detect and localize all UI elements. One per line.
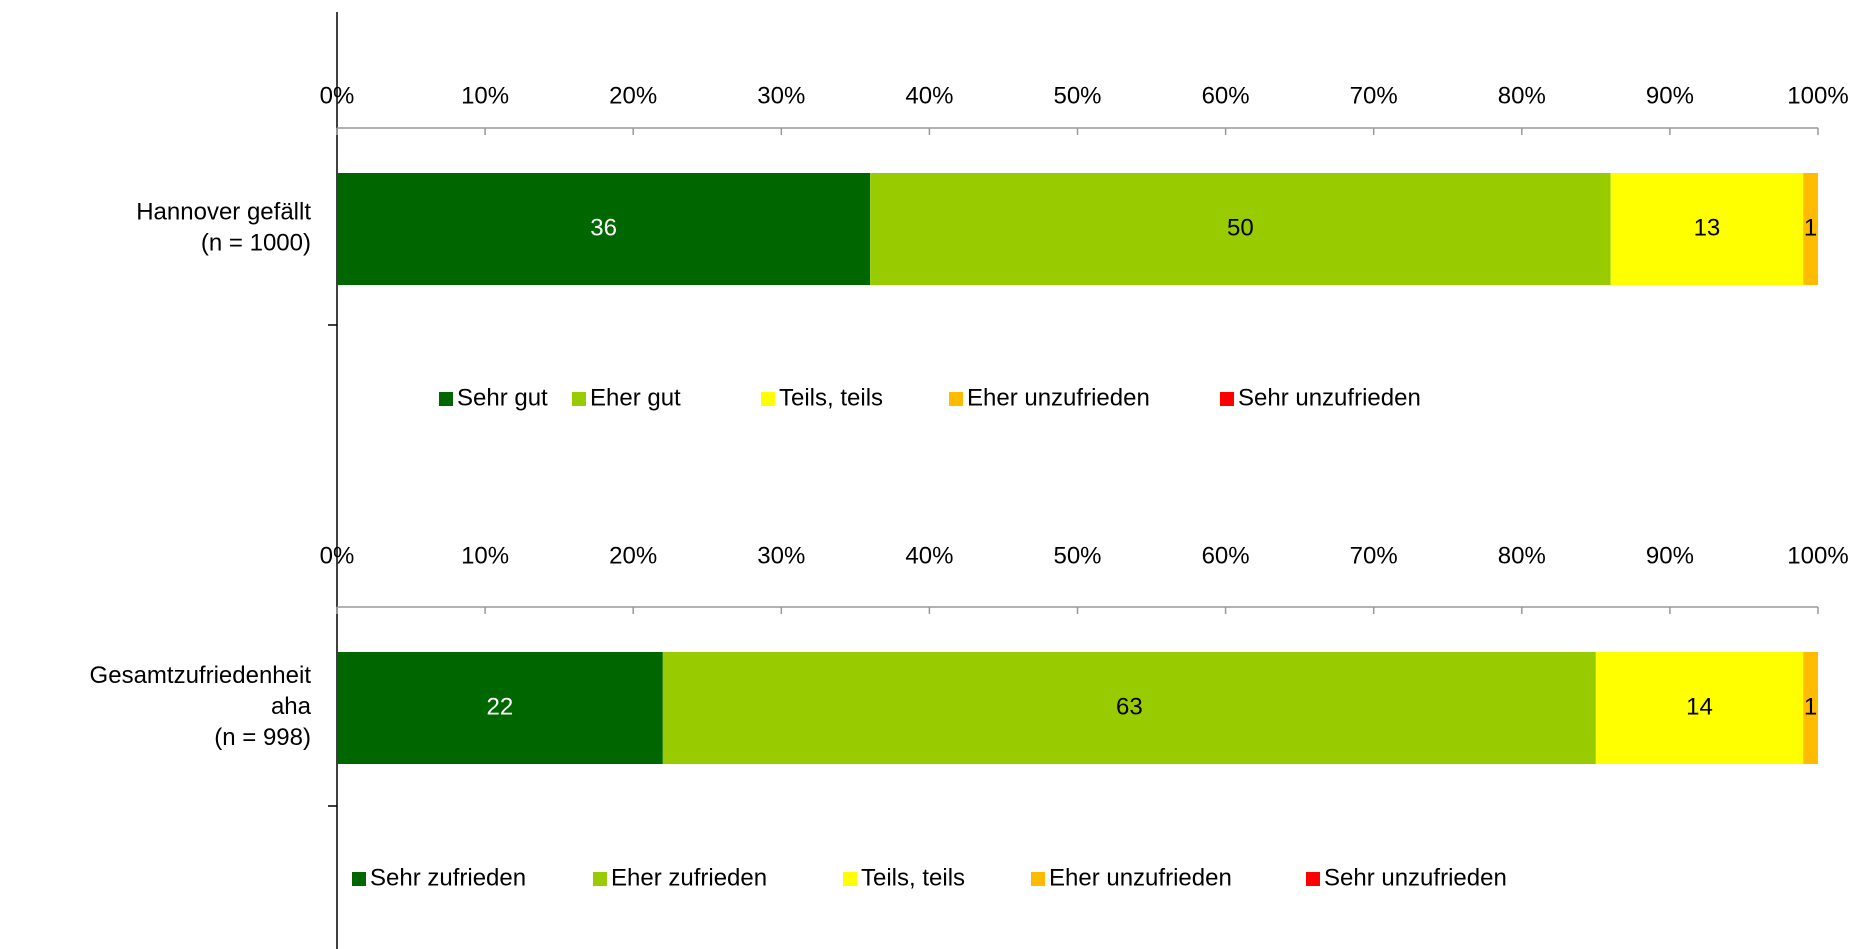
data-label: 50 xyxy=(1227,214,1254,241)
legend-label: Teils, teils xyxy=(861,864,965,891)
legend-label: Sehr unzufrieden xyxy=(1238,384,1421,411)
data-label: 13 xyxy=(1694,214,1721,241)
legend-swatch xyxy=(843,872,857,886)
bar-segment xyxy=(1610,173,1804,285)
bar-segment xyxy=(1803,173,1818,285)
legend-label: Sehr gut xyxy=(457,384,548,411)
x-tick-label: 40% xyxy=(905,542,953,569)
x-tick-label: 0% xyxy=(320,542,355,569)
x-tick-label: 10% xyxy=(461,82,509,109)
category-label: Gesamtzufriedenheit aha (n = 998) xyxy=(90,662,312,751)
legend-swatch xyxy=(1220,392,1234,406)
x-tick-label: 50% xyxy=(1053,542,1101,569)
x-tick-label: 100% xyxy=(1787,82,1848,109)
x-tick-label: 50% xyxy=(1053,82,1101,109)
x-tick-label: 100% xyxy=(1787,542,1848,569)
data-label: 36 xyxy=(590,214,617,241)
data-label: 22 xyxy=(487,693,514,720)
x-tick-label: 30% xyxy=(757,82,805,109)
x-tick-label: 10% xyxy=(461,542,509,569)
bar-segment xyxy=(337,652,663,764)
legend-swatch xyxy=(761,392,775,406)
legend-swatch xyxy=(949,392,963,406)
bar-segment xyxy=(870,173,1611,285)
data-label: 1 xyxy=(1804,693,1817,720)
bar-segment xyxy=(1595,652,1804,764)
legend-label: Eher unzufrieden xyxy=(967,384,1150,411)
x-tick-label: 20% xyxy=(609,542,657,569)
bar-segment xyxy=(662,652,1596,764)
legend-label: Eher unzufrieden xyxy=(1049,864,1232,891)
x-tick-label: 40% xyxy=(905,82,953,109)
x-tick-label: 0% xyxy=(320,82,355,109)
legend-label: Sehr zufrieden xyxy=(370,864,526,891)
data-label: 1 xyxy=(1804,214,1817,241)
x-tick-label: 70% xyxy=(1350,542,1398,569)
x-tick-label: 60% xyxy=(1202,542,1250,569)
x-tick-label: 90% xyxy=(1646,542,1694,569)
legend-swatch xyxy=(593,872,607,886)
x-tick-label: 30% xyxy=(757,542,805,569)
x-tick-label: 90% xyxy=(1646,82,1694,109)
legend-label: Teils, teils xyxy=(779,384,883,411)
legend-swatch xyxy=(439,392,453,406)
legend-swatch xyxy=(1306,872,1320,886)
x-tick-label: 70% xyxy=(1350,82,1398,109)
legend-label: Sehr unzufrieden xyxy=(1324,864,1507,891)
data-label: 63 xyxy=(1116,693,1143,720)
bar-segment xyxy=(1803,652,1818,764)
legend-swatch xyxy=(352,872,366,886)
x-tick-label: 80% xyxy=(1498,82,1546,109)
x-tick-label: 80% xyxy=(1498,542,1546,569)
legend-label: Eher zufrieden xyxy=(611,864,767,891)
x-tick-label: 20% xyxy=(609,82,657,109)
data-label: 14 xyxy=(1686,693,1713,720)
legend-swatch xyxy=(572,392,586,406)
bar-segment xyxy=(337,173,871,285)
x-tick-label: 60% xyxy=(1202,82,1250,109)
legend-swatch xyxy=(1031,872,1045,886)
legend-label: Eher gut xyxy=(590,384,681,411)
category-label: Hannover gefällt (n = 1000) xyxy=(136,199,311,257)
